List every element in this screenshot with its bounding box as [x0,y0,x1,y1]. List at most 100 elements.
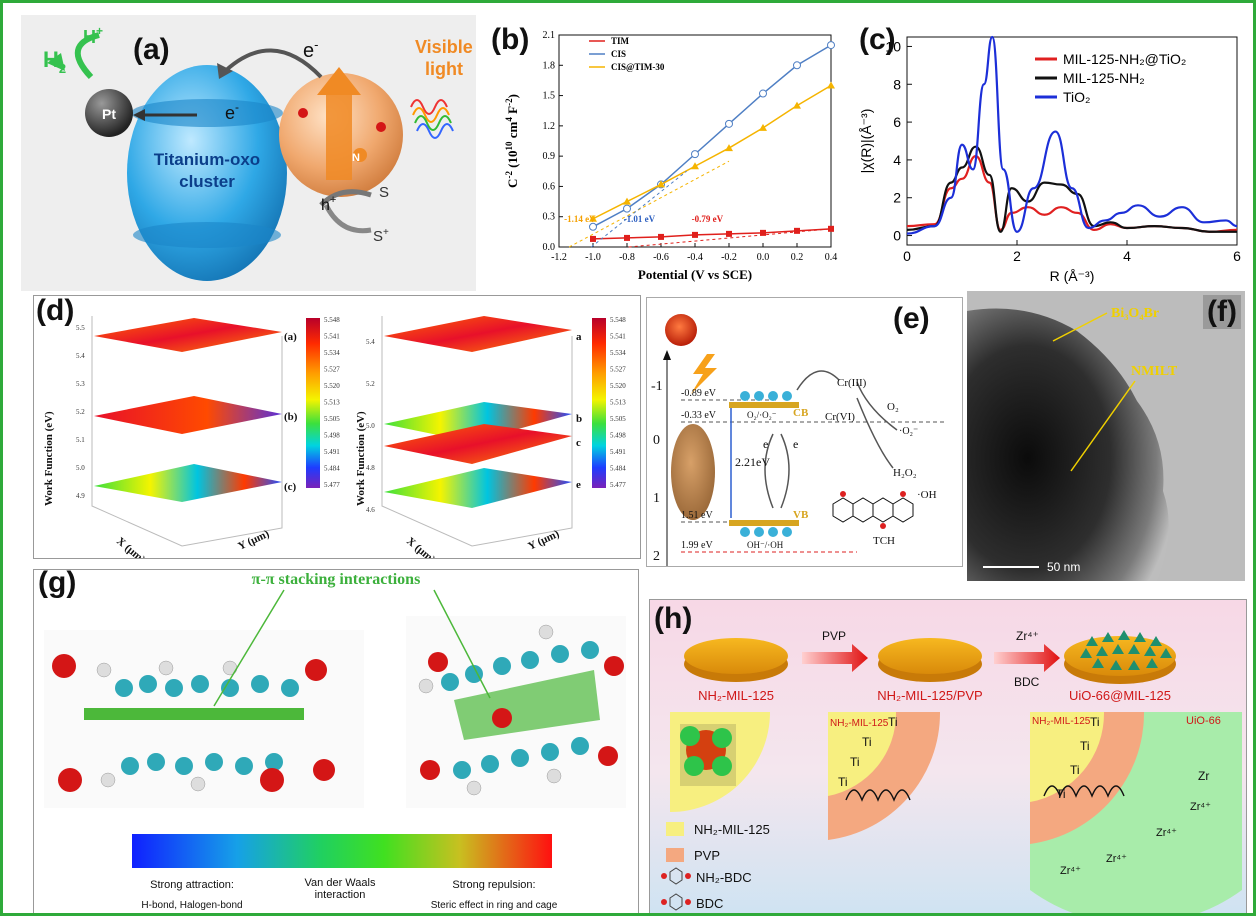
panel-b-chart: -1.2 -1.0 -0.8 -0.6 -0.4 -0.2 0.0 0.2 0.4 0.0 0.3 0… [504,30,837,282]
e-vb-label: VB [793,509,809,521]
c-legend-0: MIL-125-NH₂@TiO₂ [1063,51,1186,67]
h-name-2: NH₂-MIL-125/PVP [877,688,982,703]
tem-image: Bi₃O₄Br NMILT 50 nm [967,291,1245,581]
sun-icon [665,314,697,346]
h-inner-3: UiO-66 [1186,715,1221,727]
b-point [590,235,596,242]
visible-label-1: Visible [415,37,473,57]
c-xtick-label: 4 [1123,248,1131,264]
b-xtick-label: -0.4 [687,252,703,263]
hplus-label: H+ [83,24,103,47]
d-ylabel-left: Work Function (eV) [43,411,55,506]
b-ytick-label: 1.2 [543,121,556,132]
electron-left: e- [225,100,239,123]
h-ti-3: Ti [850,755,860,769]
d-layer-b-left: (b) [284,411,298,423]
b-annotation-2: -1.01 eV [624,214,656,224]
c-series-line-1 [906,145,1237,233]
d-cbar-tick-left: 5.491 [324,448,340,456]
molecule-stack-left [52,654,335,792]
d-cbar-tick-left: 5.527 [324,366,340,374]
d-ytick-left: 5.5 [76,324,85,332]
d-cbar-tick-right: 5.505 [610,415,626,423]
d-cbar-tick-left: 5.498 [324,432,340,440]
e-cr6: Cr(VI) [825,411,855,423]
b-legend-2: CIS@TIM-30 [611,62,665,72]
d-cbar-tick-right: 5.491 [610,448,626,456]
arrow-pvp [802,644,868,672]
d-layer-c-left: (c) [284,481,297,493]
d-ytick-left: 5.2 [76,408,85,416]
h-arrow-bdc: BDC [1014,675,1040,689]
b-point [589,222,597,231]
d-ytick-left: 5.4 [76,352,85,360]
b-point [725,144,733,152]
b-point [827,81,835,89]
c-xtick-label: 6 [1233,248,1241,264]
b-xlabel: Potential (V vs SCE) [638,267,752,282]
h-legend-1: NH₂-MIL-125 [694,822,770,837]
d-layer-e-right: e [576,479,581,491]
c-legend-1: MIL-125-NH₂ [1063,70,1145,86]
panel-b-label: (b) [491,23,530,56]
h-arrow-zr: Zr⁴⁺ [1016,629,1039,643]
b-fit-line-2 [590,170,687,248]
b-annotation-1: -1.14 eV [564,214,596,224]
e-gap-label: 2.21eV [735,455,770,469]
b-fit-line-3 [628,228,832,248]
lightning-icon [691,354,717,394]
h2-label: H2 [43,47,66,76]
panel-d-label: (d) [36,295,75,327]
d-cbar-tick-right: 5.548 [610,316,626,324]
g-scale-repulsion: Strong repulsion: [452,879,535,891]
h-arrow-pvp: PVP [822,629,846,643]
b-ytick-label: 1.8 [543,60,556,71]
e-tick-3: 2 [653,549,660,564]
b-series-line-2 [592,84,832,220]
e-level-o2: -0.33 eV [681,410,717,421]
e-level-cb: -0.89 eV [681,388,717,399]
panel-f: Bi₃O₄Br NMILT 50 nm (f) [967,291,1245,581]
d-cbar-tick-left: 5.484 [324,465,340,473]
e-h2o2: H₂O₂ [893,467,917,479]
nci-color-scale [132,834,552,868]
e-electron-2: e [793,437,798,451]
b-point [623,204,631,213]
h-ti-1: Ti [888,715,898,729]
panel-a-label: (a) [133,33,170,66]
panel-c-label: (c) [859,23,896,56]
h-ti-6: Ti [1080,739,1090,753]
h-inner-2: NH₂-MIL-125 [1032,716,1091,727]
b-point [657,180,665,188]
g-scale-vdw-1: Van der Waals [305,877,376,889]
b-point [726,230,732,237]
panel-c: 0 2 4 6 0 2 4 6 8 10 MIL-125-NH₂@TiO₂ MIL-125-NH₂ Ti… [851,15,1246,291]
b-ytick-label: 0.3 [543,212,556,223]
g-scale-vdw-2: interaction [315,889,366,901]
b-point [793,101,801,109]
b-point [759,89,767,98]
d-xlabel-left: X (μm) [114,535,148,558]
c-xtick-label: 0 [903,248,911,264]
bdc-icon [661,893,691,911]
panel-a: Pt H2 H+ (a) e- e- Titanium-oxo cluster … [21,15,476,291]
h-name-3: UiO-66@MIL-125 [1069,688,1171,703]
d-layer-b-right: b [576,413,582,425]
f-bi-label: Bi₃O₄Br [1111,306,1159,321]
e-level-oh: 1.99 eV [681,540,713,551]
b-xtick-label: 0.0 [757,252,770,263]
d-cbar-tick-left: 5.548 [324,316,340,324]
d-ytick-right: 5.4 [366,338,375,346]
h-legend-2: PVP [694,848,720,863]
d-xlabel-right: X (μm) [404,535,438,558]
panel-g: π-π stacking interactions Strong attract… [33,569,639,913]
b-legend-0: TIM [611,36,630,46]
panel-e-label: (e) [893,302,930,335]
panel-f-label: (f) [1203,295,1241,329]
b-xtick-label: -0.2 [721,252,737,263]
d-ytick-right: 5.0 [366,422,375,430]
h-legend-3: NH₂-BDC [696,870,752,885]
h-ti-2: Ti [862,735,872,749]
disk-3 [1064,630,1176,684]
